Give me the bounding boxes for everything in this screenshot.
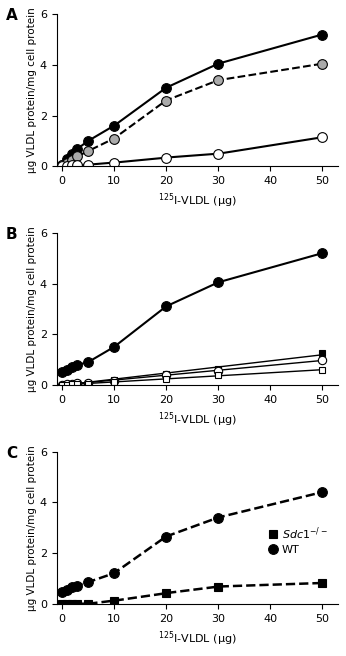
WT xyxy=(70,583,74,591)
Text: B: B xyxy=(6,227,18,242)
$Sdc1^{-/-}$ xyxy=(216,583,220,590)
X-axis label: $^{125}$I-VLDL (μg): $^{125}$I-VLDL (μg) xyxy=(158,411,236,429)
$Sdc1^{-/-}$ xyxy=(75,600,80,607)
Line: $Sdc1^{-/-}$: $Sdc1^{-/-}$ xyxy=(58,579,326,608)
WT xyxy=(65,586,69,594)
Y-axis label: μg VLDL protein/mg cell protein: μg VLDL protein/mg cell protein xyxy=(27,7,37,173)
WT xyxy=(216,514,220,522)
WT xyxy=(164,533,168,541)
$Sdc1^{-/-}$ xyxy=(65,600,69,607)
$Sdc1^{-/-}$ xyxy=(70,600,74,607)
Text: A: A xyxy=(6,8,18,23)
WT xyxy=(112,569,116,577)
X-axis label: $^{125}$I-VLDL (μg): $^{125}$I-VLDL (μg) xyxy=(158,192,236,211)
$Sdc1^{-/-}$ xyxy=(86,600,90,607)
WT xyxy=(320,488,324,496)
X-axis label: $^{125}$I-VLDL (μg): $^{125}$I-VLDL (μg) xyxy=(158,629,236,647)
WT xyxy=(86,579,90,586)
$Sdc1^{-/-}$ xyxy=(112,597,116,605)
$Sdc1^{-/-}$ xyxy=(320,579,324,587)
Line: WT: WT xyxy=(57,487,327,597)
Y-axis label: μg VLDL protein/mg cell protein: μg VLDL protein/mg cell protein xyxy=(27,226,37,392)
$Sdc1^{-/-}$ xyxy=(164,589,168,597)
Legend: $Sdc1^{-/-}$, WT: $Sdc1^{-/-}$, WT xyxy=(263,520,332,560)
$Sdc1^{-/-}$ xyxy=(60,600,64,607)
WT xyxy=(60,588,64,596)
WT xyxy=(75,582,80,590)
Y-axis label: μg VLDL protein/mg cell protein: μg VLDL protein/mg cell protein xyxy=(27,445,37,611)
Text: C: C xyxy=(6,445,17,461)
